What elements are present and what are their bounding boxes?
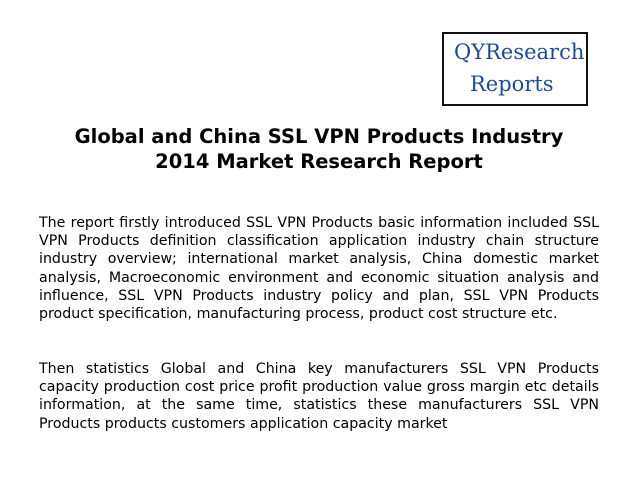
report-title-line1: Global and China SSL VPN Products Indust…	[74, 125, 564, 148]
logo-text-line2: Reports	[470, 72, 554, 96]
logo-text-line1: QYResearch	[454, 40, 585, 64]
intro-paragraph: The report firstly introduced SSL VPN Pr…	[39, 215, 599, 323]
statistics-paragraph: Then statistics Global and China key man…	[39, 361, 599, 432]
report-title: Global and China SSL VPN Products Indust…	[20, 124, 618, 174]
report-title-line2: 2014 Market Research Report	[155, 150, 483, 173]
qyresearch-logo: QYResearch Reports	[442, 32, 588, 106]
